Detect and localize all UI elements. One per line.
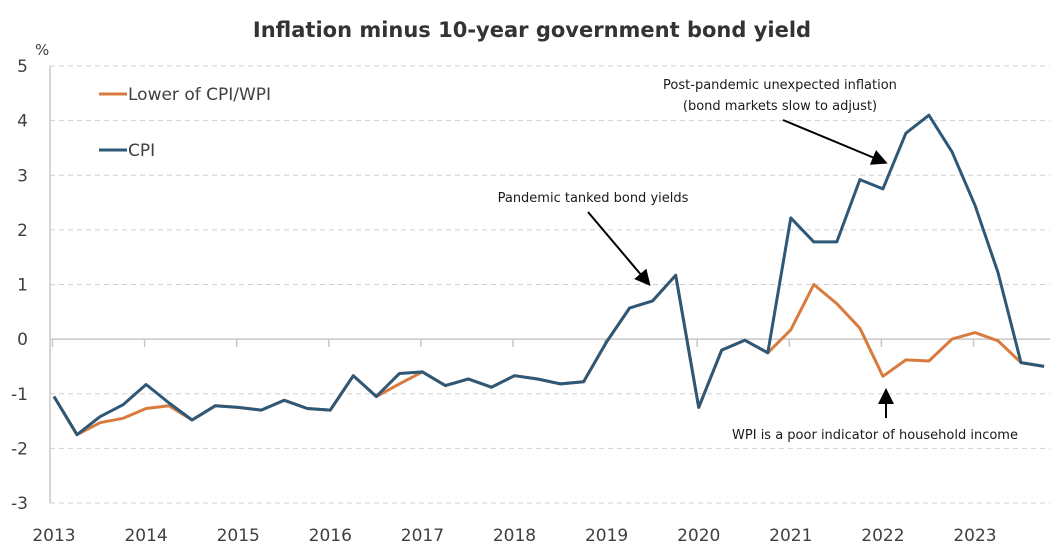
y-tick-label: 5 xyxy=(17,57,28,77)
series-line-lower-cpi-wpi xyxy=(52,273,1045,437)
x-tick-label: 2015 xyxy=(217,526,260,546)
x-tick-label: 2013 xyxy=(32,526,75,546)
chart-title: Inflation minus 10-year government bond … xyxy=(253,18,811,42)
y-tick-label: -2 xyxy=(11,439,28,459)
y-tick-label: -3 xyxy=(11,494,28,514)
annotation-post-pandemic-line2: (bond markets slow to adjust) xyxy=(683,99,877,114)
x-tick-label: 2014 xyxy=(124,526,167,546)
y-tick-label: 3 xyxy=(17,166,28,186)
x-tick-label: 2018 xyxy=(493,526,536,546)
legend: Lower of CPI/WPI CPI xyxy=(99,85,271,161)
y-tick-label: 0 xyxy=(17,330,28,350)
arrow-pandemic xyxy=(587,211,651,287)
x-tick-label: 2017 xyxy=(401,526,444,546)
y-tick-label: 2 xyxy=(17,221,28,241)
legend-label-cpi: CPI xyxy=(128,141,155,161)
y-tick-labels: 5 4 3 2 1 0 -1 -2 -3 xyxy=(11,57,28,514)
y-tick-label: -1 xyxy=(11,385,28,405)
y-tick-label: 1 xyxy=(17,276,28,296)
annotation-wpi: WPI is a poor indicator of household inc… xyxy=(732,428,1018,443)
x-tick-label: 2023 xyxy=(953,526,996,546)
x-tick-label: 2021 xyxy=(769,526,812,546)
y-axis-unit: % xyxy=(35,41,49,59)
annotations: Pandemic tanked bond yields Post-pandemi… xyxy=(498,78,1018,443)
arrow-post-pandemic xyxy=(782,119,888,165)
x-tick-label: 2022 xyxy=(861,526,904,546)
x-tick-label: 2019 xyxy=(585,526,628,546)
x-tick-labels: 2013 2014 2015 2016 2017 2018 2019 2020 2021 2022… xyxy=(32,526,996,546)
series-line-cpi xyxy=(52,113,1045,437)
gridlines xyxy=(50,65,1050,504)
legend-label-lower-cpi-wpi: Lower of CPI/WPI xyxy=(128,85,271,105)
y-tick-label: 4 xyxy=(17,112,28,132)
annotation-pandemic: Pandemic tanked bond yields xyxy=(498,191,689,206)
annotation-post-pandemic-line1: Post-pandemic unexpected inflation xyxy=(663,78,897,93)
x-tick-label: 2016 xyxy=(309,526,352,546)
series-lines xyxy=(52,113,1045,437)
x-tick-label: 2020 xyxy=(677,526,720,546)
